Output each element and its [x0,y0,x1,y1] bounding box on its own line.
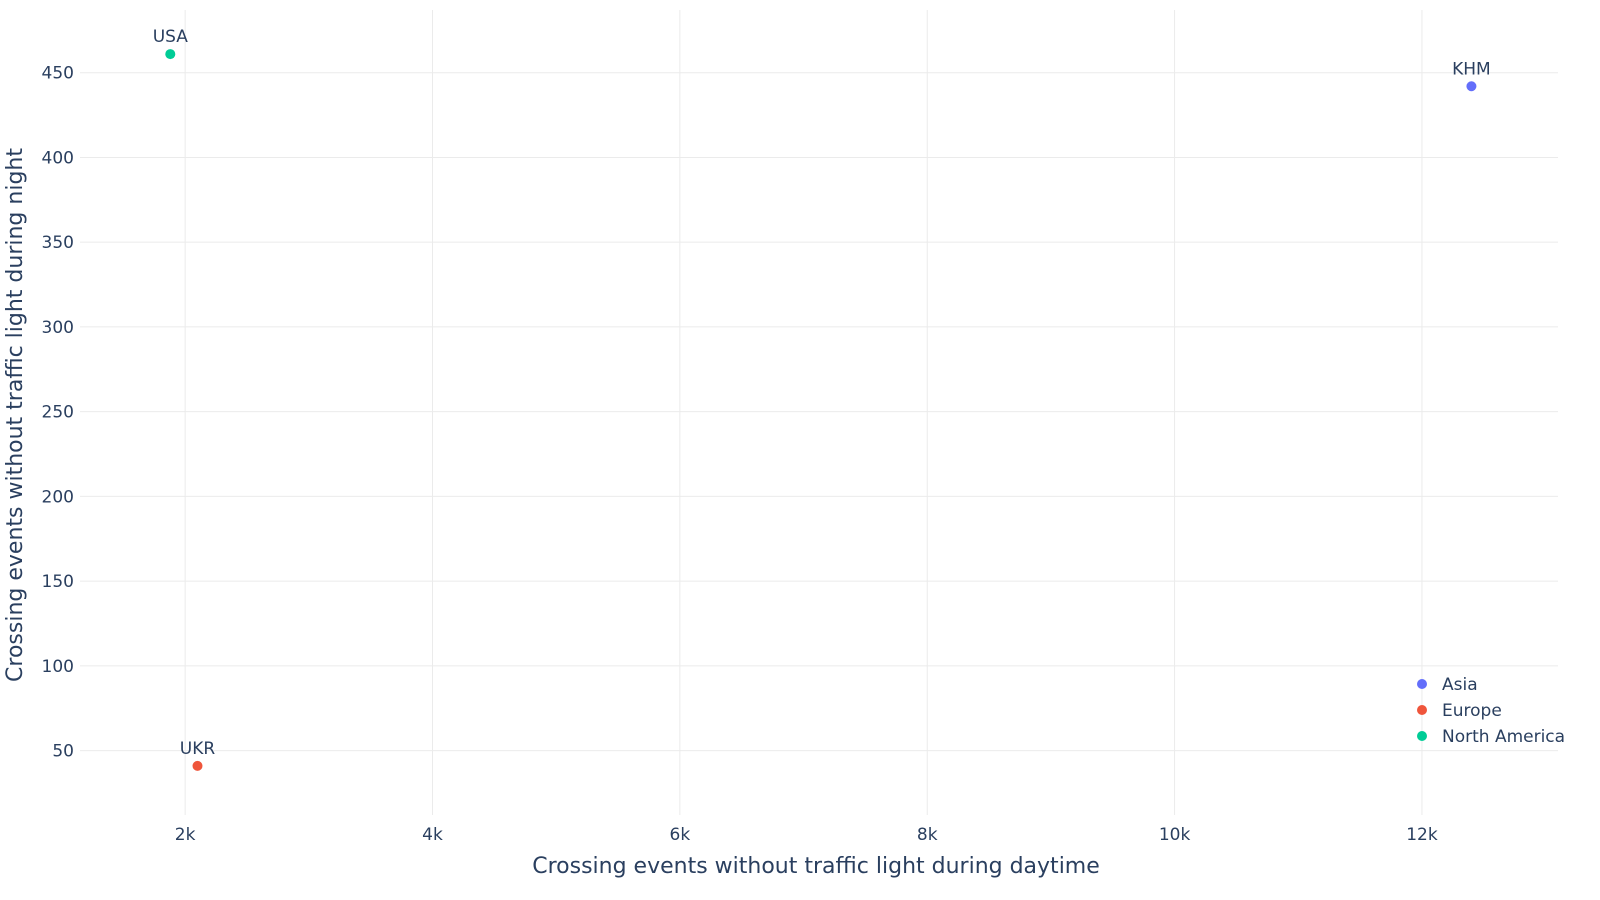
y-tick-label: 450 [42,64,74,84]
legend[interactable]: Asia Europe North America [1417,675,1565,747]
y-tick-label: 100 [42,657,74,677]
y-axis-ticks: 50 100 150 200 250 300 350 400 450 [42,64,74,762]
y-tick-label: 200 [42,487,74,507]
y-axis-title: Crossing events without traffic light du… [3,148,28,682]
data-point[interactable] [192,760,203,771]
y-tick-label: 150 [42,572,74,592]
x-tick-label: 8k [917,825,938,845]
legend-label: Europe [1442,701,1502,721]
legend-item[interactable]: Asia [1417,675,1478,695]
x-tick-label: 4k [422,825,443,845]
y-tick-label: 400 [42,148,74,168]
x-tick-label: 6k [670,825,691,845]
y-tick-label: 350 [42,233,74,253]
data-point[interactable] [1466,81,1477,92]
data-points: KHM UKR USA [153,27,1491,771]
x-axis-title: Crossing events without traffic light du… [532,854,1100,879]
legend-marker [1417,679,1427,689]
point-label: UKR [180,739,216,759]
x-axis-ticks: 2k 4k 6k 8k 10k 12k [175,825,1438,845]
legend-item[interactable]: North America [1417,727,1565,747]
legend-label: North America [1442,727,1565,747]
legend-marker [1417,705,1427,715]
x-tick-label: 10k [1159,825,1191,845]
x-tick-label: 12k [1406,825,1438,845]
point-label: USA [153,27,189,47]
legend-item[interactable]: Europe [1417,701,1502,721]
y-tick-label: 300 [42,318,74,338]
y-tick-label: 50 [52,742,74,762]
x-tick-label: 2k [175,825,196,845]
legend-label: Asia [1442,675,1478,695]
y-tick-label: 250 [42,403,74,423]
gridlines [80,10,1558,815]
data-point[interactable] [165,49,176,60]
legend-marker [1417,731,1427,741]
point-label: KHM [1452,59,1491,79]
